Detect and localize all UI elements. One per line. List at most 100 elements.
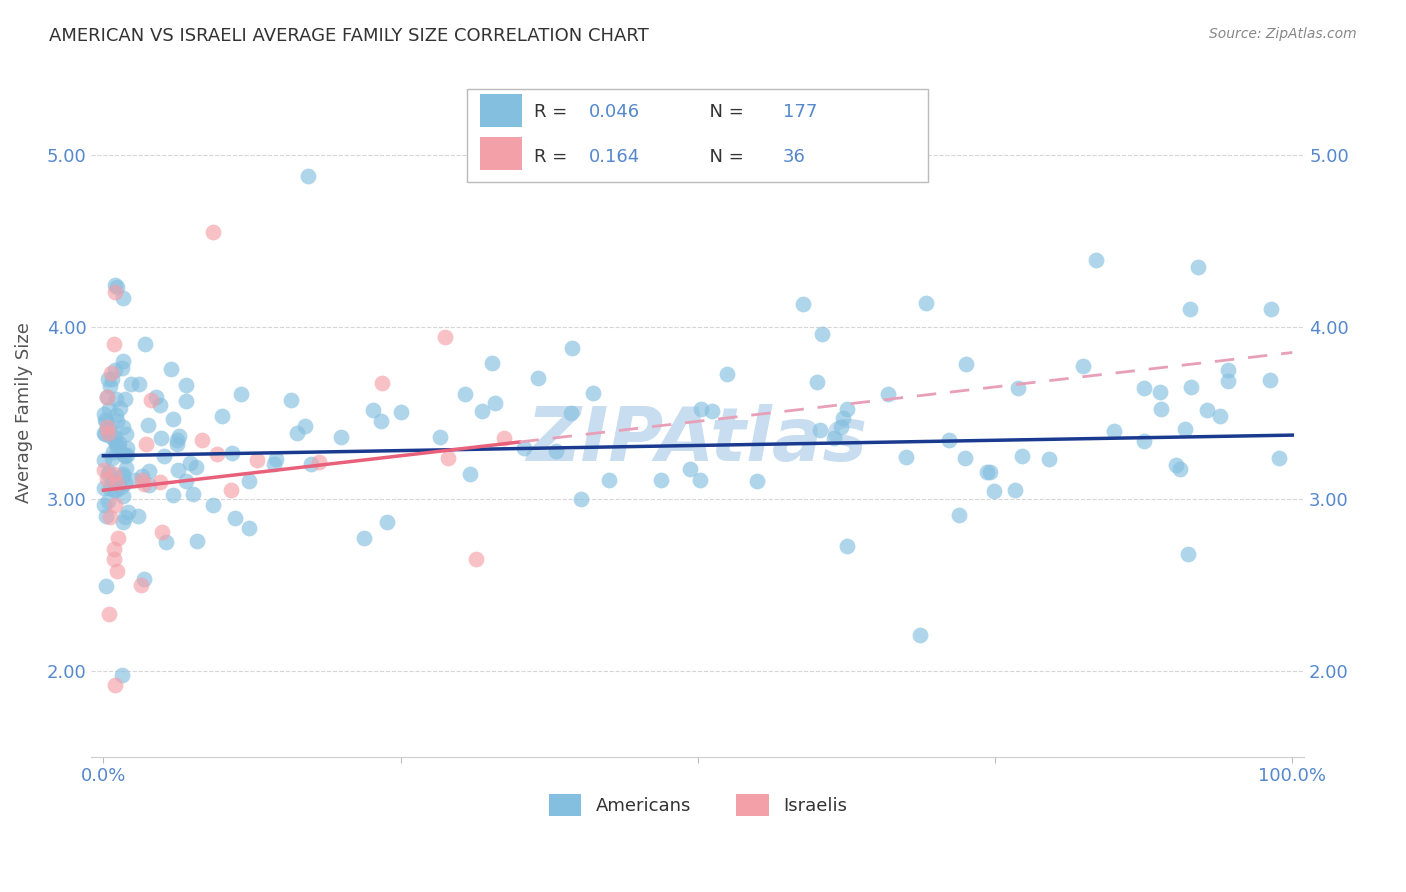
Point [115, 441, 138, 455]
Point [107, 531, 129, 545]
Point [294, 419, 316, 434]
Point [149, 475, 172, 489]
Point [181, 487, 204, 501]
Point [205, 447, 228, 461]
Point [111, 292, 134, 306]
Point [114, 449, 136, 463]
Point [458, 467, 481, 482]
Point [97, 426, 120, 441]
Point [1177, 547, 1199, 561]
Point [955, 450, 977, 465]
Point [689, 473, 711, 487]
Point [246, 453, 269, 467]
Point [166, 434, 188, 448]
Point [120, 376, 142, 391]
Point [371, 376, 394, 391]
Point [103, 467, 125, 481]
Point [353, 531, 375, 545]
Point [136, 417, 159, 432]
Point [569, 491, 592, 506]
Point [811, 327, 834, 342]
Point [107, 475, 129, 490]
Point [598, 473, 620, 487]
Point [103, 541, 125, 556]
Legend: Americans, Israelis: Americans, Israelis [541, 787, 855, 823]
Point [167, 429, 190, 443]
Point [1071, 359, 1094, 373]
Point [808, 423, 831, 437]
Point [280, 392, 302, 407]
Point [114, 392, 136, 406]
Point [149, 431, 172, 445]
Point [484, 396, 506, 410]
Point [100, 429, 122, 443]
Point [105, 280, 128, 294]
Point [93, 407, 115, 421]
Point [1216, 363, 1239, 377]
Point [103, 483, 125, 498]
Point [823, 431, 845, 445]
Text: N =: N = [697, 148, 755, 166]
Point [938, 433, 960, 447]
Point [211, 409, 233, 424]
Point [690, 401, 713, 416]
Point [98, 607, 121, 622]
Point [1174, 422, 1197, 436]
Point [264, 451, 287, 466]
Point [219, 483, 242, 497]
Point [101, 474, 124, 488]
Point [297, 169, 319, 184]
Point [1178, 301, 1201, 316]
Point [948, 508, 970, 523]
Point [94, 413, 117, 427]
Point [436, 450, 458, 465]
Point [546, 444, 568, 458]
Point [162, 412, 184, 426]
Point [103, 552, 125, 566]
Point [108, 476, 131, 491]
Point [329, 430, 352, 444]
Point [104, 285, 127, 300]
Point [96, 421, 118, 435]
Point [908, 627, 931, 641]
Point [453, 386, 475, 401]
Point [389, 404, 412, 418]
Text: 36: 36 [783, 148, 806, 166]
Point [98, 402, 121, 417]
Text: AMERICAN VS ISRAELI AVERAGE FAMILY SIZE CORRELATION CHART: AMERICAN VS ISRAELI AVERAGE FAMILY SIZE … [49, 27, 650, 45]
Point [145, 390, 167, 404]
Point [1132, 381, 1154, 395]
Point [186, 534, 208, 549]
Point [94, 579, 117, 593]
Point [179, 456, 201, 470]
Point [465, 552, 488, 566]
Point [955, 357, 977, 371]
Text: R =: R = [534, 148, 579, 166]
Point [132, 476, 155, 491]
Point [832, 411, 855, 425]
Point [231, 386, 253, 401]
Point [238, 521, 260, 535]
Bar [479, 137, 522, 170]
Point [149, 398, 172, 412]
Point [806, 376, 828, 390]
Point [747, 474, 769, 488]
Point [481, 356, 503, 370]
Point [105, 392, 128, 406]
Point [98, 481, 121, 495]
Point [127, 509, 149, 524]
Point [702, 404, 724, 418]
Point [107, 436, 129, 450]
Point [101, 451, 124, 466]
Y-axis label: Average Family Size: Average Family Size [15, 322, 32, 503]
Text: 177: 177 [783, 103, 817, 121]
Point [560, 406, 582, 420]
Point [153, 449, 176, 463]
Point [111, 361, 134, 376]
Point [1149, 401, 1171, 416]
Point [792, 296, 814, 310]
Point [1102, 425, 1125, 439]
Point [285, 426, 308, 441]
Point [96, 473, 118, 487]
Point [112, 489, 135, 503]
